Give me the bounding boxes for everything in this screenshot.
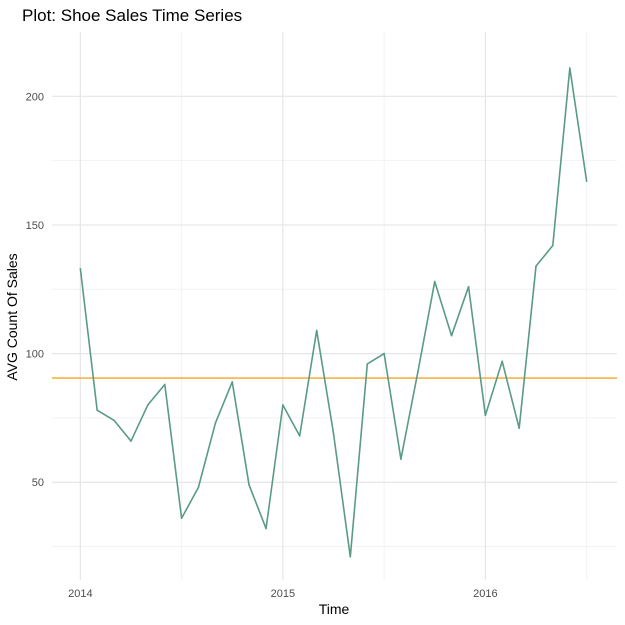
data-point (518, 427, 520, 430)
data-point (180, 517, 183, 520)
data-point (231, 381, 234, 383)
data-point (298, 435, 301, 437)
data-point (130, 440, 132, 442)
x-tick-labels: 2014 2015 2016 (68, 588, 498, 600)
x-tick-label: 2014 (68, 588, 92, 600)
data-point (265, 527, 267, 530)
data-point (467, 285, 470, 288)
data-point (501, 360, 503, 363)
x-axis-title: Time (319, 601, 350, 617)
data-point (400, 458, 402, 460)
series-line (79, 67, 588, 558)
data-point (248, 484, 250, 486)
data-point (484, 414, 487, 417)
chart-title: Plot: Shoe Sales Time Series (22, 6, 242, 25)
data-point (433, 280, 436, 283)
y-tick-label: 200 (26, 91, 44, 103)
data-point (585, 180, 588, 183)
data-point (552, 244, 554, 247)
y-tick-labels: 50 100 150 200 (26, 91, 44, 489)
x-tick-label: 2015 (271, 588, 295, 600)
data-point (214, 422, 217, 424)
data-point (366, 363, 369, 365)
y-tick-label: 100 (26, 349, 44, 361)
series-points (79, 67, 588, 558)
data-point (113, 419, 115, 422)
data-point (569, 67, 571, 69)
data-point (383, 352, 385, 355)
data-point (315, 329, 318, 332)
data-point (349, 556, 352, 558)
data-point (79, 267, 82, 270)
data-point (417, 370, 419, 373)
data-point (163, 383, 166, 386)
y-axis-title: AVG Count Of Sales (4, 253, 20, 380)
grid-lines (52, 32, 617, 580)
x-tick-label: 2016 (473, 588, 497, 600)
data-point (282, 404, 284, 406)
y-tick-label: 150 (26, 220, 44, 232)
data-point (450, 334, 453, 337)
data-point (332, 432, 335, 435)
data-point (197, 486, 200, 489)
data-point (535, 265, 537, 267)
y-tick-label: 50 (32, 477, 44, 489)
data-point (96, 409, 98, 411)
data-point (146, 404, 149, 406)
